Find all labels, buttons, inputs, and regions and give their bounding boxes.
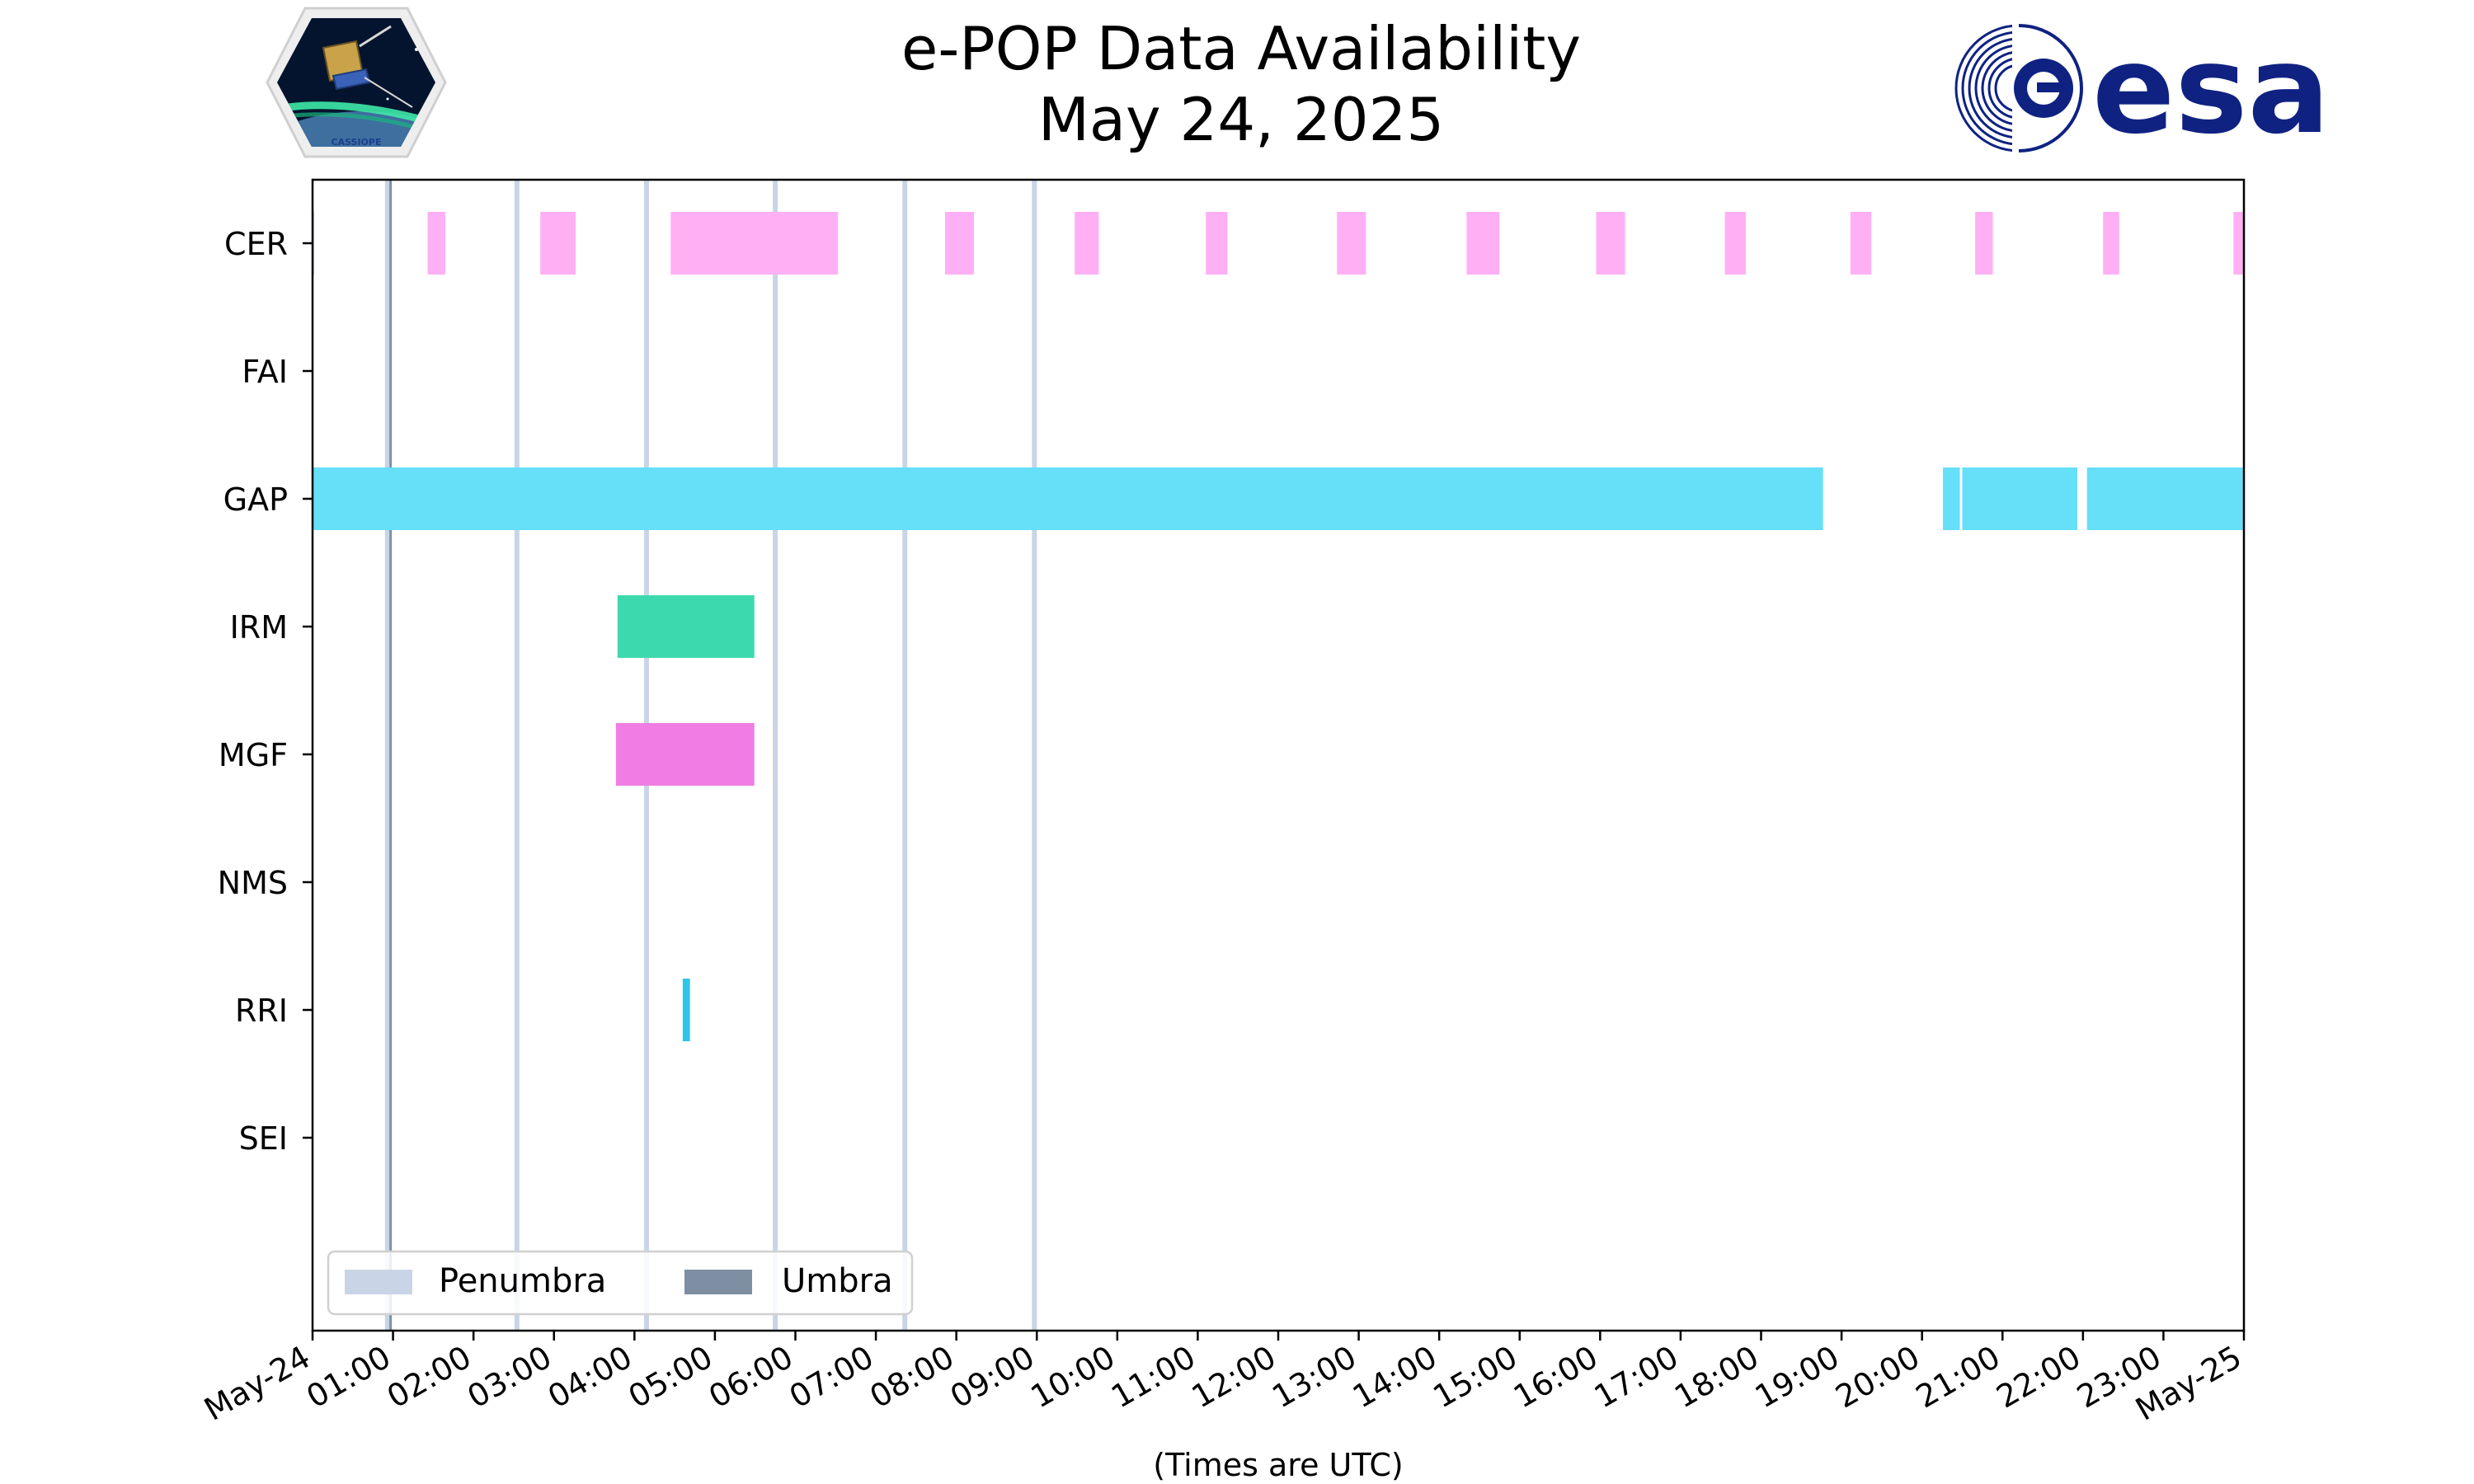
esa-logo: esa xyxy=(1954,19,2330,161)
legend-label-umbra: Umbra xyxy=(782,1262,893,1300)
cassiope-mission-logo: CASSIOPE xyxy=(266,7,447,158)
bar-cer-10 xyxy=(1724,212,1746,275)
y-tick-label-nms: NMS xyxy=(218,865,288,901)
bar-cer-5 xyxy=(1075,212,1099,275)
bar-cer-7 xyxy=(1337,212,1366,275)
y-tick-label-fai: FAI xyxy=(242,354,288,390)
legend: Penumbra Umbra xyxy=(327,1250,914,1316)
bar-cer-2 xyxy=(540,212,576,275)
y-tick-label-mgf: MGF xyxy=(219,737,288,773)
bar-cer-8 xyxy=(1466,212,1500,275)
satellite-icon xyxy=(322,25,413,108)
bar-cer-13 xyxy=(2103,212,2119,275)
y-tick-label-cer: CER xyxy=(224,226,288,262)
bar-gap-0 xyxy=(313,467,1823,530)
legend-label-penumbra: Penumbra xyxy=(439,1262,606,1300)
plot-background xyxy=(313,180,2244,1331)
bar-cer-4 xyxy=(945,212,975,275)
bar-cer-12 xyxy=(1975,212,1993,275)
cassiope-logo-text: CASSIOPE xyxy=(332,137,382,148)
bar-gap-1 xyxy=(1943,467,1960,530)
bar-gap-2 xyxy=(1962,467,2078,530)
bar-cer-9 xyxy=(1596,212,1625,275)
y-axis: CER FAI GAP IRM MGF NMS RRI SEI xyxy=(218,226,313,1157)
y-tick-label-gap: GAP xyxy=(223,481,288,518)
y-tick-label-sei: SEI xyxy=(239,1120,288,1157)
x-axis-label: (Times are UTC) xyxy=(1153,1447,1403,1483)
bar-cer-6 xyxy=(1206,212,1228,275)
legend-box xyxy=(327,1250,914,1316)
y-tick-label-rri: RRI xyxy=(235,993,288,1029)
y-tick-label-irm: IRM xyxy=(230,609,288,646)
bar-cer-1 xyxy=(427,212,446,275)
availability-bars-layer xyxy=(313,212,2244,1041)
bar-gap-3 xyxy=(2086,467,2244,530)
bar-mgf-0 xyxy=(615,723,755,786)
bar-cer-14 xyxy=(2233,212,2244,275)
chart-title-line-2: May 24, 2025 xyxy=(1038,85,1444,154)
esa-logo-text: esa xyxy=(2092,19,2330,161)
bar-irm-0 xyxy=(617,595,755,658)
bar-cer-3 xyxy=(670,212,839,275)
chart-title-line-1: e-POP Data Availability xyxy=(901,14,1581,83)
bar-rri-0 xyxy=(682,979,690,1041)
legend-swatch-penumbra xyxy=(345,1270,412,1294)
bar-cer-11 xyxy=(1850,212,1872,275)
legend-swatch-umbra xyxy=(684,1270,752,1294)
